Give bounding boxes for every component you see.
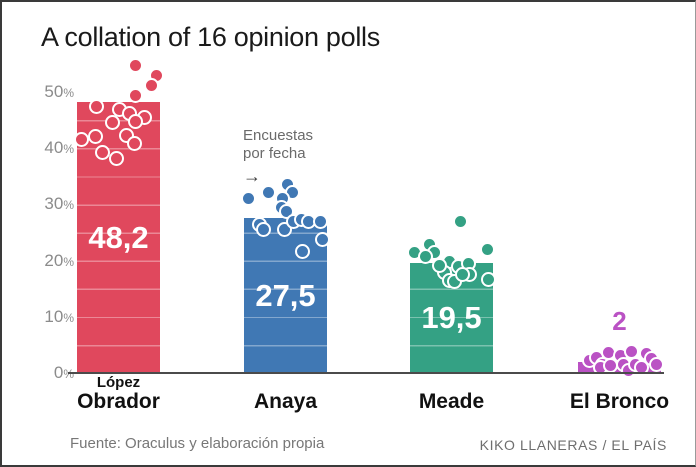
y-tick-number: 10 (44, 306, 64, 326)
poll-dot (87, 129, 103, 145)
bar-value-label: 19,5 (421, 300, 482, 336)
y-tick-number: 50 (44, 82, 64, 101)
y-axis-tick: 10% (16, 307, 74, 328)
y-tick-percent: % (63, 198, 74, 213)
y-axis-tick: 30% (16, 194, 74, 215)
y-tick-number: 20 (44, 250, 64, 270)
y-tick-percent: % (63, 310, 74, 325)
y-tick-number: 40 (44, 138, 64, 158)
poll-dot (95, 144, 111, 160)
y-axis-tick: 40% (16, 138, 74, 159)
chart-title: A collation of 16 opinion polls (41, 22, 380, 52)
poll-dot (314, 231, 330, 247)
axis-label-line: Obrador (77, 390, 160, 413)
poll-dot (256, 221, 272, 237)
poll-dot (73, 131, 89, 147)
y-axis-tick: 50% (16, 82, 74, 103)
poll-dot (602, 357, 618, 373)
axis-label-line: El Bronco (569, 390, 670, 413)
y-tick-number: 30 (44, 194, 64, 214)
annotation-line2: por fecha (243, 145, 306, 162)
y-axis-tick: 0% (16, 363, 74, 384)
poll-dot (144, 78, 160, 94)
axis-label-lopez-obrador: López Obrador (35, 375, 202, 413)
y-axis-tick: 20% (16, 251, 74, 272)
bar-lopez-obrador (77, 102, 160, 373)
bar-value-label: 48,2 (88, 219, 149, 255)
x-axis-line (68, 372, 664, 374)
y-tick-percent: % (63, 254, 74, 269)
right-arrow-icon: → (243, 166, 261, 186)
poll-dot (105, 115, 121, 131)
axis-label-line: Anaya (253, 390, 318, 413)
poll-dot (127, 57, 143, 73)
bar-anaya (244, 218, 327, 373)
poll-dot (127, 114, 143, 130)
poll-dot (453, 214, 469, 230)
y-tick-percent: % (63, 86, 74, 100)
y-tick-percent: % (63, 367, 74, 381)
poll-dot (261, 184, 277, 200)
poll-dot (431, 257, 447, 273)
poll-dot (312, 213, 328, 229)
poll-dot (128, 88, 144, 104)
poll-dot (481, 271, 497, 287)
source-note: Fuente: Oraculus y elaboración propia (70, 435, 325, 452)
bar-value-label: 27,5 (255, 277, 316, 313)
annotation-line1: Encuestas (243, 127, 314, 144)
poll-dot (89, 98, 105, 114)
poll-dot (294, 243, 310, 259)
axis-label-meade: Meade (368, 382, 535, 413)
poll-dot (454, 266, 470, 282)
y-tick-percent: % (63, 142, 74, 157)
axis-label-el-bronco: El Bronco (536, 382, 695, 413)
y-tick-number: 0 (53, 363, 64, 382)
axis-label-line: Meade (418, 390, 485, 413)
poll-dot (479, 242, 495, 258)
axis-label-line: López (96, 374, 141, 391)
annotation-encuestas: Encuestas por fecha → (243, 127, 313, 185)
bar-value-label: 2 (612, 305, 627, 336)
poll-dot (108, 151, 124, 167)
poll-dot (126, 135, 142, 151)
poll-dot (418, 248, 434, 264)
poll-dot (240, 191, 256, 207)
poll-dot (649, 356, 665, 372)
author-credit: KIKO LLANERAS / EL PAÍS (479, 437, 667, 453)
axis-label-anaya: Anaya (202, 382, 369, 413)
